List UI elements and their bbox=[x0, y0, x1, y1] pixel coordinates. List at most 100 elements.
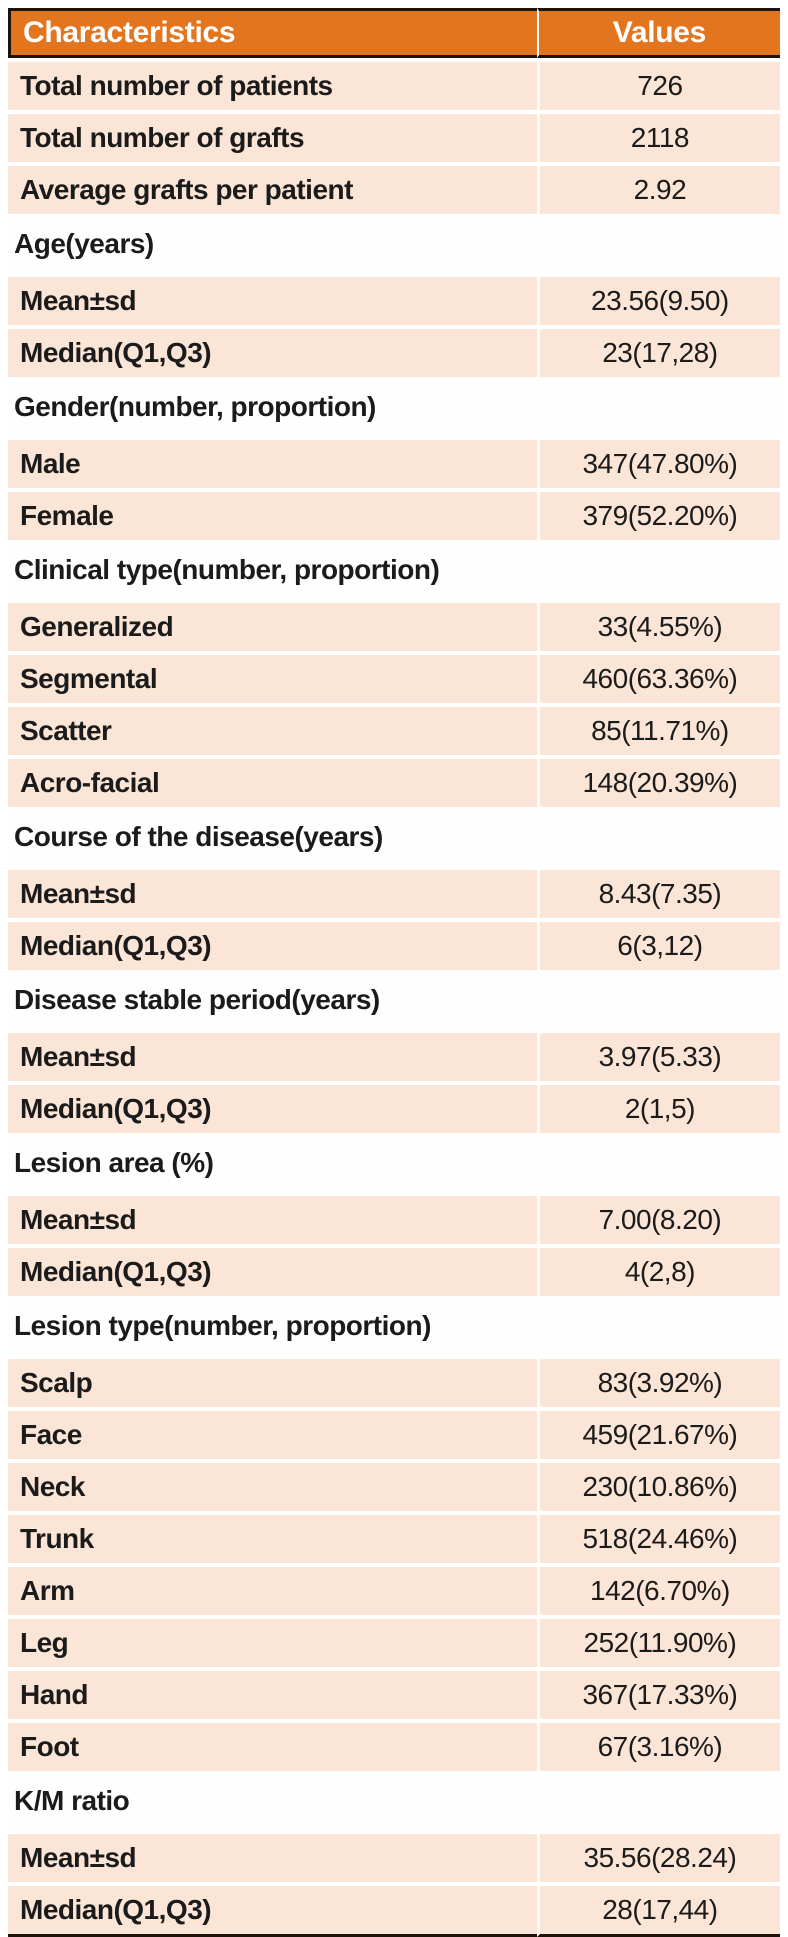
section-title: Course of the disease(years) bbox=[8, 807, 780, 866]
table-row: Mean±sd 23.56(9.50) bbox=[8, 273, 780, 325]
characteristic-value: 252(11.90%) bbox=[536, 1615, 780, 1667]
table-row: Mean±sd 3.97(5.33) bbox=[8, 1029, 780, 1081]
characteristic-value: 518(24.46%) bbox=[536, 1511, 780, 1563]
characteristic-label: Neck bbox=[8, 1459, 537, 1511]
table-body: Total number of patients 726 Total number … bbox=[8, 58, 780, 1937]
section-title: Disease stable period(years) bbox=[8, 970, 780, 1029]
characteristic-label: Arm bbox=[8, 1563, 537, 1615]
table-row: Mean±sd 7.00(8.20) bbox=[8, 1192, 780, 1244]
characteristic-value: 4(2,8) bbox=[536, 1244, 780, 1296]
characteristic-value: 460(63.36%) bbox=[536, 651, 780, 703]
characteristic-value: 347(47.80%) bbox=[536, 436, 780, 488]
characteristic-label: Median(Q1,Q3) bbox=[8, 918, 537, 970]
characteristic-value: 35.56(28.24) bbox=[536, 1830, 780, 1882]
characteristic-label: Acro-facial bbox=[8, 755, 537, 807]
characteristic-label: Average grafts per patient bbox=[8, 162, 537, 214]
table-row: Leg 252(11.90%) bbox=[8, 1615, 780, 1667]
characteristic-value: 7.00(8.20) bbox=[536, 1192, 780, 1244]
characteristic-label: Generalized bbox=[8, 599, 537, 651]
characteristic-value: 148(20.39%) bbox=[536, 755, 780, 807]
table-header-row: Characteristics Values bbox=[8, 8, 780, 58]
characteristic-value: 230(10.86%) bbox=[536, 1459, 780, 1511]
section-header-row: Clinical type(number, proportion) bbox=[8, 540, 780, 599]
table-row: Face 459(21.67%) bbox=[8, 1407, 780, 1459]
table-row: Median(Q1,Q3) 4(2,8) bbox=[8, 1244, 780, 1296]
section-header-row: Gender(number, proportion) bbox=[8, 377, 780, 436]
column-header-characteristics: Characteristics bbox=[8, 8, 537, 58]
characteristic-value: 23.56(9.50) bbox=[536, 273, 780, 325]
characteristic-label: Mean±sd bbox=[8, 1029, 537, 1081]
characteristic-label: Scalp bbox=[8, 1355, 537, 1407]
table-row: Foot 67(3.16%) bbox=[8, 1719, 780, 1771]
table-row: Scalp 83(3.92%) bbox=[8, 1355, 780, 1407]
section-title: Lesion area (%) bbox=[8, 1133, 780, 1192]
characteristic-label: Median(Q1,Q3) bbox=[8, 1244, 537, 1296]
characteristic-label: Total number of patients bbox=[8, 58, 537, 110]
characteristic-label: Mean±sd bbox=[8, 1830, 537, 1882]
characteristic-value: 367(17.33%) bbox=[536, 1667, 780, 1719]
characteristic-value: 6(3,12) bbox=[536, 918, 780, 970]
characteristic-value: 23(17,28) bbox=[536, 325, 780, 377]
characteristic-value: 2118 bbox=[536, 110, 780, 162]
characteristic-label: Median(Q1,Q3) bbox=[8, 325, 537, 377]
table-row: Trunk 518(24.46%) bbox=[8, 1511, 780, 1563]
characteristic-label: Female bbox=[8, 488, 537, 540]
section-title: Clinical type(number, proportion) bbox=[8, 540, 780, 599]
table-row: Hand 367(17.33%) bbox=[8, 1667, 780, 1719]
characteristic-label: Mean±sd bbox=[8, 273, 537, 325]
characteristic-value: 28(17,44) bbox=[536, 1882, 780, 1937]
characteristic-label: Face bbox=[8, 1407, 537, 1459]
characteristic-label: Foot bbox=[8, 1719, 537, 1771]
characteristic-value: 2.92 bbox=[536, 162, 780, 214]
table-row: Mean±sd 35.56(28.24) bbox=[8, 1830, 780, 1882]
section-header-row: Age(years) bbox=[8, 214, 780, 273]
section-header-row: Lesion area (%) bbox=[8, 1133, 780, 1192]
table-row: Average grafts per patient 2.92 bbox=[8, 162, 780, 214]
characteristic-label: Male bbox=[8, 436, 537, 488]
characteristic-label: Scatter bbox=[8, 703, 537, 755]
characteristic-value: 379(52.20%) bbox=[536, 488, 780, 540]
characteristic-label: Mean±sd bbox=[8, 866, 537, 918]
section-header-row: Disease stable period(years) bbox=[8, 970, 780, 1029]
section-header-row: K/M ratio bbox=[8, 1771, 780, 1830]
characteristic-value: 142(6.70%) bbox=[536, 1563, 780, 1615]
section-header-row: Lesion type(number, proportion) bbox=[8, 1296, 780, 1355]
characteristic-label: Median(Q1,Q3) bbox=[8, 1081, 537, 1133]
characteristic-label: Segmental bbox=[8, 651, 537, 703]
characteristic-label: Mean±sd bbox=[8, 1192, 537, 1244]
table-row: Total number of grafts 2118 bbox=[8, 110, 780, 162]
characteristic-label: Total number of grafts bbox=[8, 110, 537, 162]
section-title: Lesion type(number, proportion) bbox=[8, 1296, 780, 1355]
section-title: K/M ratio bbox=[8, 1771, 780, 1830]
characteristic-value: 3.97(5.33) bbox=[536, 1029, 780, 1081]
section-title: Gender(number, proportion) bbox=[8, 377, 780, 436]
table-row: Generalized 33(4.55%) bbox=[8, 599, 780, 651]
characteristic-value: 85(11.71%) bbox=[536, 703, 780, 755]
characteristic-value: 67(3.16%) bbox=[536, 1719, 780, 1771]
table-row: Median(Q1,Q3) 2(1,5) bbox=[8, 1081, 780, 1133]
characteristic-label: Median(Q1,Q3) bbox=[8, 1882, 537, 1937]
patient-characteristics-table: Characteristics Values Total number of p… bbox=[8, 8, 780, 1937]
table-row: Scatter 85(11.71%) bbox=[8, 703, 780, 755]
table-row: Female 379(52.20%) bbox=[8, 488, 780, 540]
table-row: Mean±sd 8.43(7.35) bbox=[8, 866, 780, 918]
table-row: Median(Q1,Q3) 6(3,12) bbox=[8, 918, 780, 970]
section-header-row: Course of the disease(years) bbox=[8, 807, 780, 866]
table-row: Median(Q1,Q3) 23(17,28) bbox=[8, 325, 780, 377]
characteristic-label: Trunk bbox=[8, 1511, 537, 1563]
characteristic-label: Leg bbox=[8, 1615, 537, 1667]
characteristic-value: 459(21.67%) bbox=[536, 1407, 780, 1459]
characteristic-value: 33(4.55%) bbox=[536, 599, 780, 651]
table-row: Acro-facial 148(20.39%) bbox=[8, 755, 780, 807]
characteristic-value: 726 bbox=[536, 58, 780, 110]
table-row: Arm 142(6.70%) bbox=[8, 1563, 780, 1615]
section-title: Age(years) bbox=[8, 214, 780, 273]
table-row: Neck 230(10.86%) bbox=[8, 1459, 780, 1511]
column-header-values: Values bbox=[536, 8, 780, 58]
table-row: Segmental 460(63.36%) bbox=[8, 651, 780, 703]
table-row: Total number of patients 726 bbox=[8, 58, 780, 110]
table-row: Male 347(47.80%) bbox=[8, 436, 780, 488]
characteristic-value: 83(3.92%) bbox=[536, 1355, 780, 1407]
characteristic-value: 8.43(7.35) bbox=[536, 866, 780, 918]
